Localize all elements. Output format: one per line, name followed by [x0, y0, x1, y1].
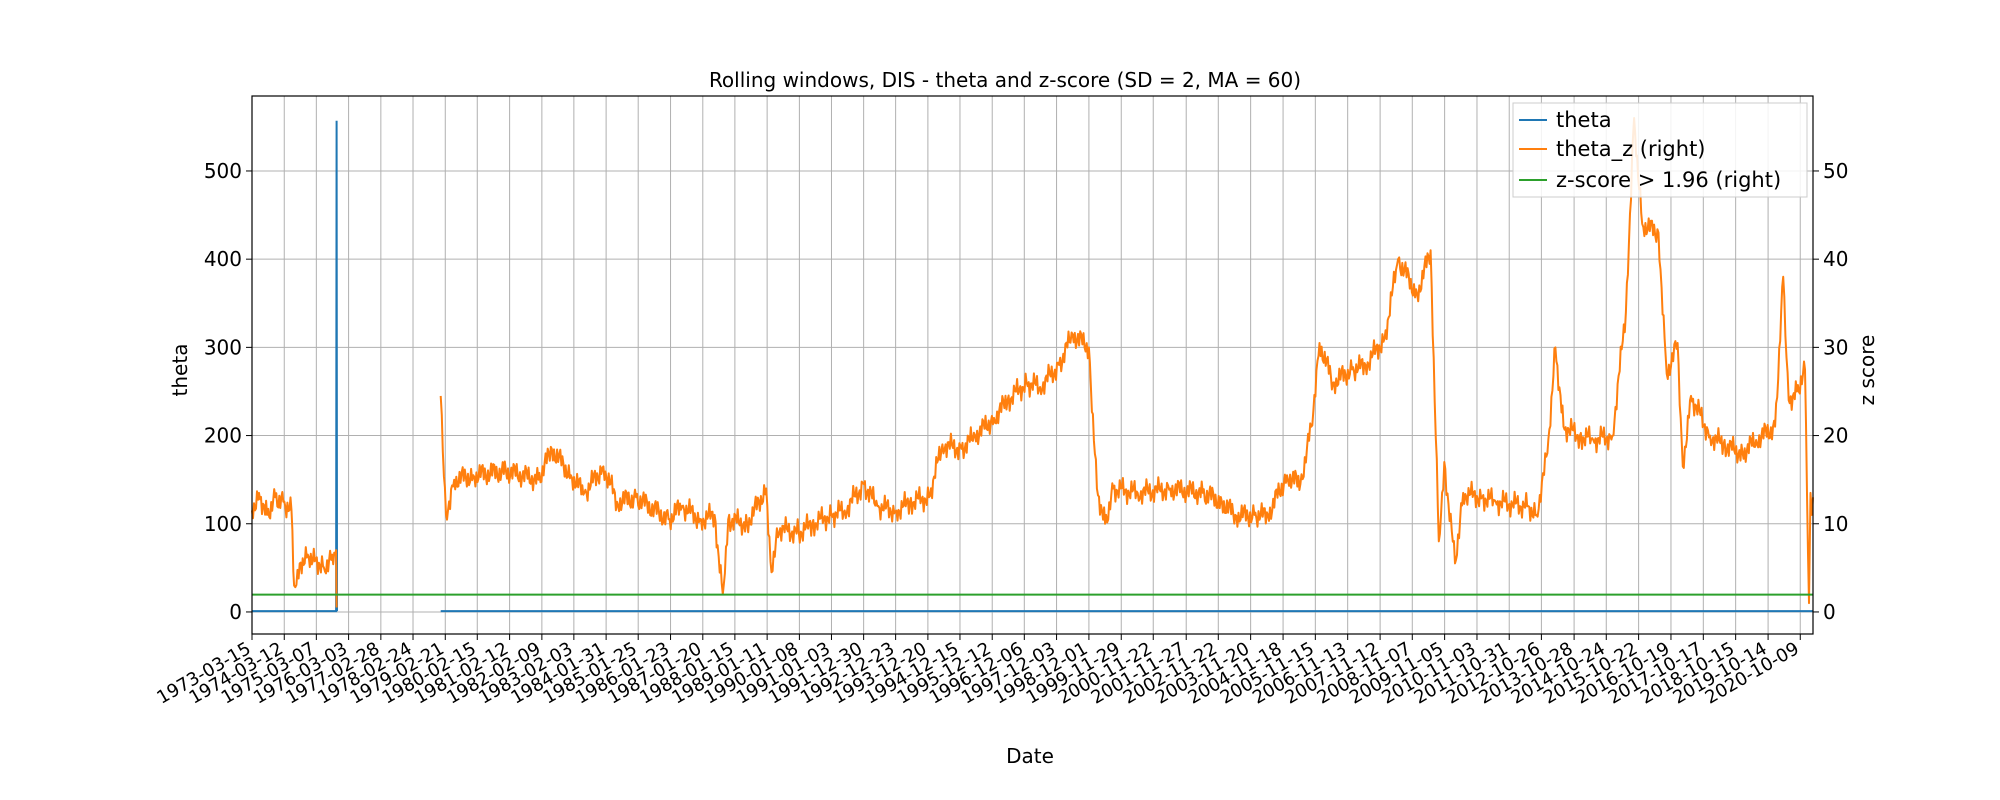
y-tick-label: 400 — [204, 247, 242, 271]
y2-tick-label: 40 — [1823, 247, 1848, 271]
x-axis: 1973-03-151974-03-121975-03-071976-03-03… — [153, 634, 1803, 709]
y2-tick-label: 0 — [1823, 600, 1836, 624]
x-axis-label: Date — [1006, 744, 1054, 768]
legend-label-theta: theta — [1556, 108, 1612, 132]
right-axis: 0 10 20 30 40 50 — [1813, 159, 1848, 624]
theta-z-line — [439, 117, 1814, 605]
chart-title: Rolling windows, DIS - theta and z-score… — [709, 68, 1301, 92]
legend-box — [1512, 102, 1808, 198]
legend-label-theta-z: theta_z (right) — [1556, 137, 1706, 162]
grid — [251, 96, 1813, 634]
y2-tick-label: 30 — [1823, 335, 1848, 359]
series-layer — [251, 117, 1814, 613]
y2-tick-label: 50 — [1823, 159, 1848, 183]
y2-tick-label: 10 — [1823, 512, 1848, 536]
y2-tick-label: 20 — [1823, 424, 1848, 448]
theta-line — [252, 120, 338, 613]
y-tick-label: 500 — [204, 159, 242, 183]
y-tick-label: 0 — [229, 600, 242, 624]
y-axis-label: theta — [168, 344, 192, 397]
theta-z-line — [251, 488, 338, 608]
plot-frame — [251, 95, 1814, 635]
legend: theta theta_z (right) z-score > 1.96 (ri… — [1512, 102, 1808, 198]
y-tick-label: 300 — [204, 335, 242, 359]
y2-axis-label: z score — [1855, 335, 1879, 406]
legend-label-z-threshold: z-score > 1.96 (right) — [1556, 168, 1781, 192]
left-axis: 0 100 200 300 400 500 — [204, 159, 252, 624]
y-tick-label: 200 — [204, 424, 242, 448]
y-tick-label: 100 — [204, 512, 242, 536]
